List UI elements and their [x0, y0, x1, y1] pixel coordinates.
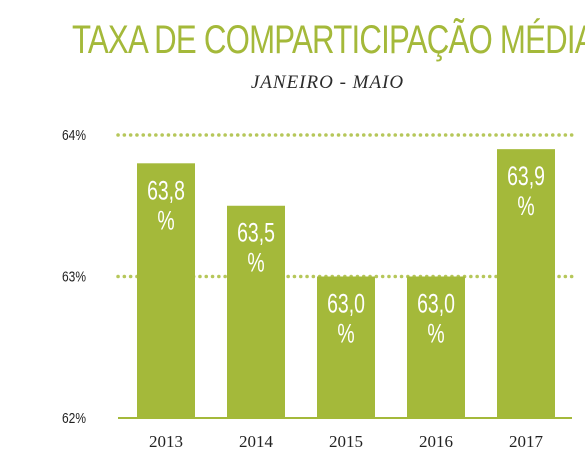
chart-title: TAXA DE COMPARTICIPAÇÃO MÉDIA [71, 18, 585, 62]
x-axis-ticks: 2013 2014 2015 2016 2017 [149, 432, 544, 451]
x-tick-label-2017: 2017 [509, 432, 544, 451]
data-label-2017-unit: % [517, 191, 534, 221]
y-tick-label: 64% [62, 127, 86, 144]
data-label-2017-value: 63,9 [507, 161, 545, 191]
data-label-2016-unit: % [427, 318, 444, 348]
x-tick-label-2014: 2014 [239, 432, 274, 451]
bar-2013 [137, 163, 195, 418]
y-tick-label: 62% [62, 410, 86, 427]
bar-2014 [227, 205, 285, 418]
chart-subtitle: JANEIRO - MAIO [250, 72, 405, 93]
data-label-2013-value: 63,8 [147, 175, 185, 205]
bar-2015 [317, 276, 375, 418]
y-tick-label: 63% [62, 268, 86, 285]
data-label-2015-value: 63,0 [327, 288, 365, 318]
data-label-2015-unit: % [337, 318, 354, 348]
bar-2016 [407, 276, 465, 418]
data-label-2014-unit: % [247, 248, 264, 278]
data-label-2013-unit: % [157, 205, 174, 235]
x-tick-label-2013: 2013 [149, 432, 183, 451]
bar-2017 [497, 149, 555, 418]
data-label-2014-value: 63,5 [237, 218, 275, 248]
data-label-2016-value: 63,0 [417, 288, 455, 318]
x-tick-label-2016: 2016 [419, 432, 453, 451]
bars: 63,8% 63,5%63,0%63,0%63,9% [137, 149, 555, 418]
x-tick-label-2015: 2015 [329, 432, 363, 451]
y-axis-ticks: 64% 63% 62% [62, 127, 86, 427]
